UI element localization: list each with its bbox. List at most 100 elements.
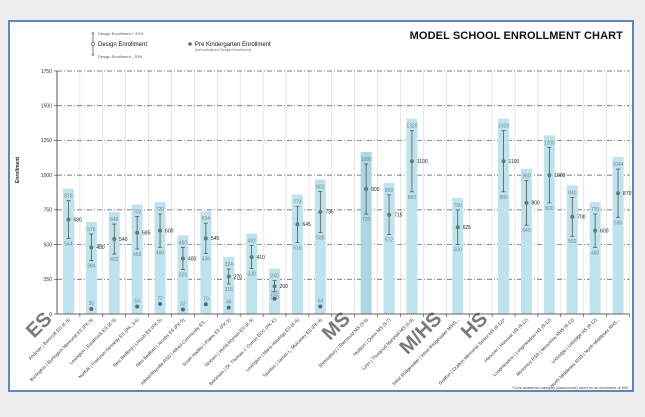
upper-enrollment-label: 816 (64, 194, 73, 200)
design-enrollment-marker (272, 284, 277, 289)
enrollment-bar (62, 188, 74, 314)
design-enrollment-marker (203, 236, 208, 241)
legend-design-label: Design Enrollment (98, 42, 147, 48)
upper-enrollment-label: 654 (202, 216, 211, 222)
lower-enrollment-label: 328 (247, 271, 256, 277)
enrollment-bar (589, 202, 601, 314)
enrollment-bar (452, 197, 464, 314)
design-enrollment-label: 600 (600, 228, 609, 234)
enrollment-bar (200, 211, 212, 314)
y-tick-label: 250 (44, 277, 53, 283)
upper-enrollment-label: 492 (247, 239, 256, 245)
design-enrollment-marker (158, 228, 163, 233)
design-enrollment-marker (226, 274, 231, 279)
prek-enrollment-label: 110 (271, 291, 279, 297)
legend-lower-label: Design Enrollment - 20% (98, 54, 143, 59)
design-enrollment-label: 410 (257, 255, 266, 261)
upper-enrollment-label: 1200 (544, 140, 555, 146)
y-axis-title: Enrollment (15, 157, 21, 183)
design-enrollment-marker (593, 228, 598, 233)
prek-enrollment-marker (203, 302, 208, 307)
legend-upper-label: Design Enrollment + 20% (98, 31, 144, 36)
design-enrollment-marker (455, 225, 460, 230)
legend-prek-note: (not included in Design Enrollment) (195, 48, 251, 52)
school-label: New Bedford | Jacobs ES (PK-5) (135, 317, 186, 368)
design-enrollment-label: 715 (394, 213, 403, 219)
prek-enrollment-marker (318, 304, 323, 309)
prek-enrollment-marker (89, 307, 94, 312)
prek-enrollment-label: 46 (226, 300, 232, 306)
lower-enrollment-label: 384 (87, 264, 96, 270)
prek-enrollment-label: 36 (89, 301, 95, 307)
design-enrollment-label: 600 (165, 228, 174, 234)
upper-enrollment-label: 702 (133, 210, 142, 216)
enrollment-bar (291, 194, 303, 314)
design-enrollment-marker (364, 187, 369, 192)
school-label: Hudson | Quinn MS (5-7) (352, 317, 392, 357)
design-enrollment-label: 735 (325, 210, 334, 216)
prek-enrollment-marker (158, 302, 163, 307)
upper-enrollment-label: 750 (454, 203, 463, 209)
lower-enrollment-label: 320 (179, 273, 188, 279)
legend-prek-label: Pre Kindergarten Enrollment (195, 42, 271, 48)
design-enrollment-marker (524, 200, 529, 205)
lower-enrollment-label: 500 (454, 248, 463, 254)
lower-enrollment-label: 516 (293, 245, 302, 251)
design-enrollment-label: 480 (96, 245, 105, 251)
lower-enrollment-label: 880 (408, 195, 417, 201)
design-enrollment-label: 900 (371, 187, 380, 193)
upper-enrollment-label: 1080 (361, 157, 372, 163)
lower-enrollment-label: 468 (133, 252, 142, 258)
upper-enrollment-label: 480 (179, 240, 188, 246)
lower-enrollment-label: 480 (591, 250, 600, 256)
lower-enrollment-label: 216 (225, 287, 234, 293)
prek-enrollment-label: 54 (134, 299, 140, 305)
lower-enrollment-label: 480 (156, 250, 165, 256)
lower-enrollment-label: 572 (385, 238, 394, 244)
prek-enrollment-label: 54 (318, 299, 324, 305)
upper-enrollment-label: 882 (316, 185, 325, 191)
design-enrollment-label: 625 (463, 225, 472, 231)
design-enrollment-marker (295, 222, 300, 227)
upper-enrollment-label: 1044 (612, 162, 623, 168)
upper-enrollment-label: 240 (270, 274, 279, 280)
lower-enrollment-label: 432 (110, 257, 119, 263)
design-enrollment-label: 545 (211, 236, 220, 242)
design-enrollment-marker (112, 237, 117, 242)
design-enrollment-marker (547, 173, 552, 178)
enrollment-bar (543, 135, 555, 314)
school-label: Uxbridge | Uxbridge HS (9-12) (551, 317, 598, 364)
design-enrollment-label: 400 (188, 256, 197, 262)
y-tick-label: 500 (44, 242, 53, 248)
upper-enrollment-label: 1320 (406, 124, 417, 130)
enrollment-bar (223, 257, 235, 314)
lower-enrollment-label: 588 (316, 235, 325, 241)
school-label: Lexington | Estabrook ES (K-5) (69, 317, 118, 366)
school-label: Woburn | Hurld-Wyman ES (K-5) (204, 317, 255, 368)
prek-enrollment-marker (226, 305, 231, 310)
enrollment-bar (177, 235, 189, 314)
upper-enrollment-label: 960 (522, 174, 531, 180)
lower-enrollment-label: 560 (568, 239, 577, 245)
upper-enrollment-label: 720 (156, 207, 165, 213)
enrollment-bar (566, 185, 578, 314)
design-enrollment-label: 680 (73, 217, 82, 223)
enrollment-bar (131, 204, 143, 314)
prek-enrollment-marker (135, 304, 140, 309)
upper-enrollment-label: 774 (293, 200, 302, 206)
design-enrollment-marker (318, 209, 323, 214)
design-enrollment-marker (387, 212, 392, 217)
group-label: M/HS (395, 308, 446, 359)
enrollment-bar (498, 118, 510, 314)
y-tick-label: 1250 (41, 138, 52, 144)
lower-enrollment-label: 436 (202, 256, 211, 262)
enrollment-bar (108, 212, 120, 314)
legend-design-marker-icon (91, 42, 95, 46)
upper-enrollment-label: 324 (225, 262, 234, 268)
design-enrollment-marker (180, 256, 185, 261)
y-tick-label: 0 (49, 312, 52, 318)
upper-enrollment-label: 648 (110, 217, 119, 223)
enrollment-bar (406, 118, 418, 314)
upper-enrollment-label: 1320 (498, 124, 509, 130)
